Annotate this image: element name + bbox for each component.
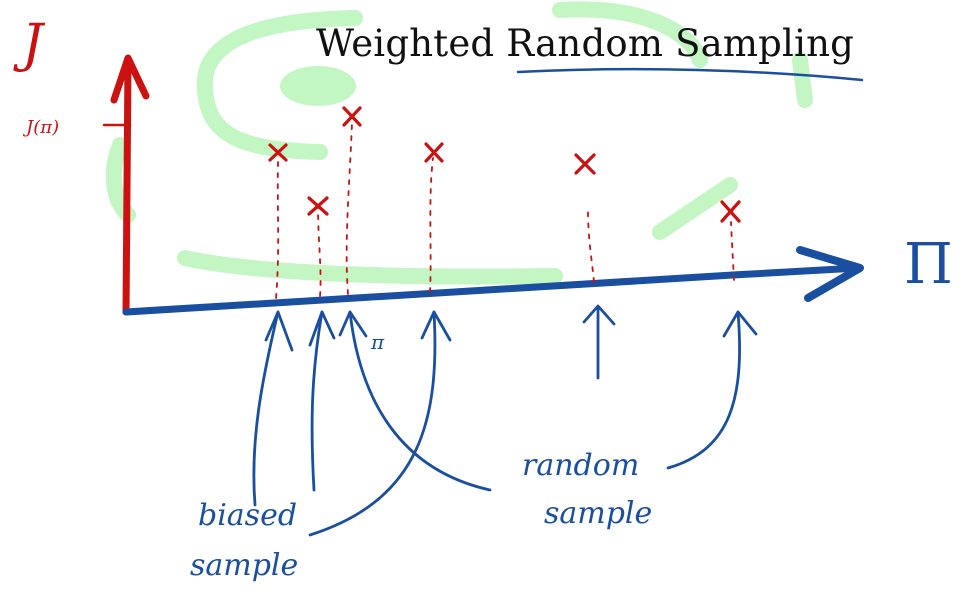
sample-markers [268, 106, 741, 223]
arrow-biased-2 [310, 310, 324, 492]
title-underline [516, 67, 864, 82]
marker-x-4 [424, 142, 444, 163]
arrow-biased-3 [308, 310, 437, 537]
marker-x-2 [307, 196, 329, 216]
marker-x-6 [720, 200, 741, 223]
page-title: Weighted Random Sampling [316, 22, 855, 65]
y-axis-label: J [22, 14, 43, 74]
biased-sample-label-line2: sample [190, 548, 299, 583]
x-axis-label: Π [904, 232, 953, 297]
pi-marker-label: π [371, 330, 385, 354]
biased-sample-label-line1: biased [198, 498, 298, 533]
background-scribbles [105, 1, 813, 285]
marker-x-5 [574, 153, 596, 175]
random-sample-label-line1: random [522, 448, 640, 483]
arrow-random-3 [666, 310, 741, 470]
x-axis [122, 246, 864, 316]
marker-x-3 [342, 106, 362, 127]
arrow-random-1 [348, 310, 492, 492]
marker-x-1 [268, 143, 288, 162]
y-axis [102, 54, 150, 316]
arrow-biased-1 [252, 310, 280, 507]
random-sample-label-line2: sample [544, 496, 653, 531]
y-tick-label: J(π) [26, 117, 60, 138]
drop-lines [275, 121, 735, 299]
sample-arrows [252, 304, 758, 537]
